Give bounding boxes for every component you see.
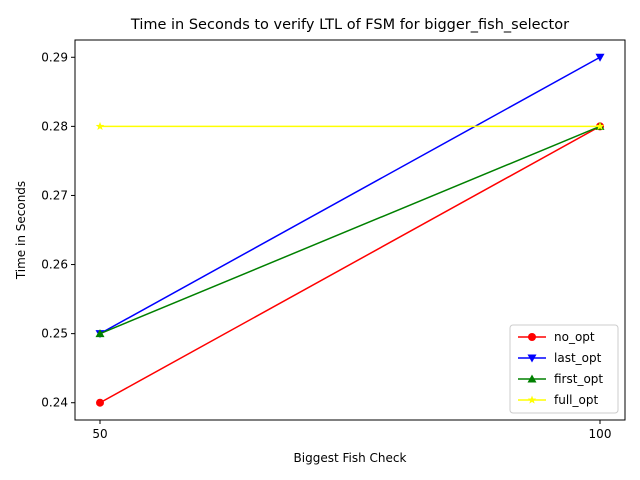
series-line	[99, 56, 601, 335]
x-tick-label: 50	[92, 427, 107, 441]
y-axis: 0.24 0.25 0.26 0.27 0.28 0.29	[41, 50, 75, 410]
chart-title: Time in Seconds to verify LTL of FSM for…	[130, 17, 569, 33]
legend-box	[509, 324, 619, 414]
y-tick-label: 0.28	[41, 119, 68, 133]
legend-marker	[527, 354, 537, 363]
series-line	[99, 125, 601, 404]
y-tick-label: 0.26	[41, 258, 68, 272]
legend-marker	[528, 333, 536, 341]
data-point	[95, 329, 105, 338]
y-tick-label: 0.25	[41, 327, 68, 341]
legend-label: no_opt	[554, 330, 595, 344]
legend-item: no_opt	[518, 330, 595, 344]
legend: no_opt last_opt first_opt full_opt	[509, 324, 619, 414]
x-axis: 50 100	[92, 420, 611, 441]
data-point	[95, 121, 105, 131]
data-point	[96, 398, 104, 407]
x-tick-label: 100	[589, 427, 612, 441]
axes-frame	[74, 39, 626, 421]
series-layer	[95, 53, 605, 407]
series-line	[99, 125, 601, 335]
legend-item: full_opt	[518, 393, 598, 407]
y-axis-label: Time in Seconds	[14, 181, 28, 280]
legend-marker	[527, 374, 537, 383]
legend-item: last_opt	[518, 351, 602, 365]
y-tick-label: 0.29	[41, 50, 68, 64]
legend-label: last_opt	[554, 351, 602, 365]
data-point	[595, 121, 605, 131]
legend-label: first_opt	[554, 372, 603, 386]
series-full_opt	[95, 121, 605, 131]
x-axis-label: Biggest Fish Check	[294, 451, 407, 465]
y-tick-label: 0.27	[41, 188, 68, 202]
legend-label: full_opt	[554, 393, 598, 407]
legend-marker	[527, 395, 537, 404]
legend-item: first_opt	[518, 372, 603, 386]
y-tick-label: 0.24	[41, 396, 68, 410]
data-point	[595, 53, 605, 62]
